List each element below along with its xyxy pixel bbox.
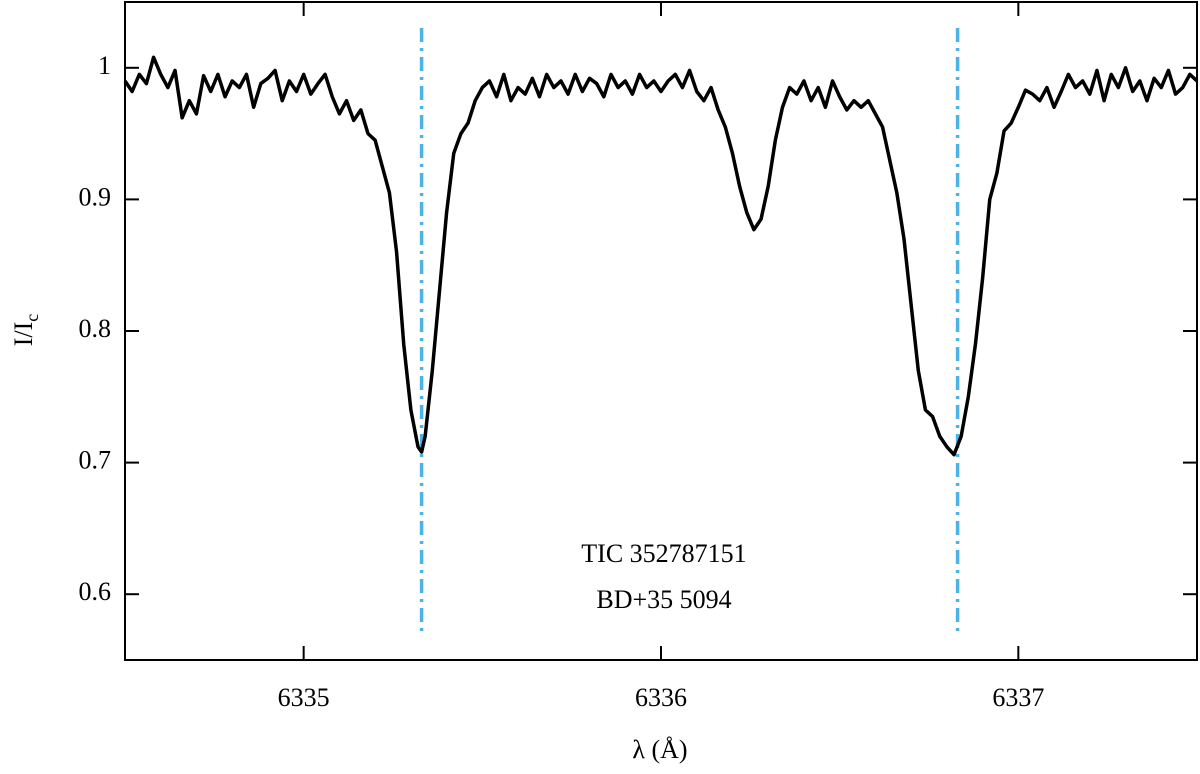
y-axis-label-main: I/I — [9, 322, 38, 347]
y-tick-label: 0.9 — [79, 182, 112, 211]
y-tick-label: 0.6 — [79, 577, 112, 606]
spectrum-line — [123, 55, 1199, 457]
y-tick-label: 1 — [98, 51, 111, 80]
x-axis-label: λ (Å) — [632, 735, 687, 764]
x-tick-label: 6337 — [992, 683, 1044, 712]
annotation: BD+35 5094 — [596, 585, 731, 614]
y-axis-label: I/Ic — [9, 314, 42, 347]
x-tick-label: 6336 — [635, 683, 687, 712]
y-axis-label-subscript: c — [22, 314, 42, 322]
x-tick-label: 6335 — [278, 683, 330, 712]
y-tick-label: 0.7 — [79, 446, 112, 475]
annotation: TIC 352787151 — [581, 539, 746, 568]
y-tick-label: 0.8 — [79, 314, 112, 343]
